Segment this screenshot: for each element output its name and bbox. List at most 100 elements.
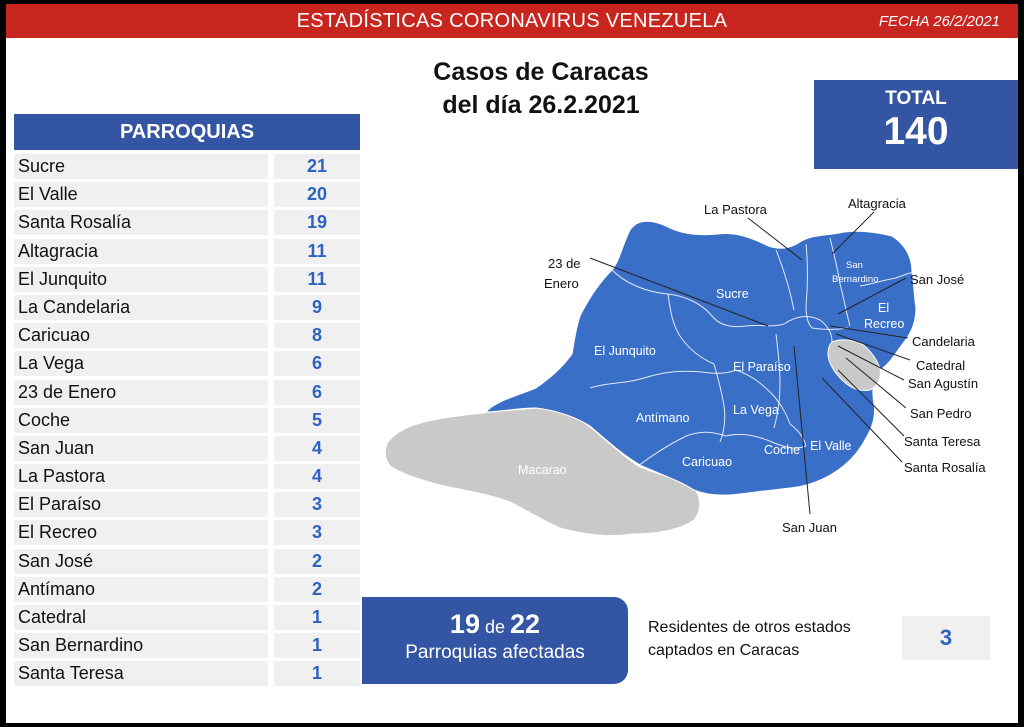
total-box: TOTAL 140 [814,80,1018,169]
parroquia-name: Santa Rosalía [14,210,268,236]
label-san-bernardino-2: Bernardino [832,274,878,285]
parroquia-cases: 4 [274,464,360,490]
label-santa-rosalia: Santa Rosalía [904,460,986,475]
parroquia-name: San José [14,548,268,574]
title-line-1: Casos de Caracas [433,58,649,86]
table-header: PARROQUIAS [14,114,360,150]
label-la-pastora: La Pastora [704,202,768,217]
table-row: El Valle 20 [14,181,360,209]
parroquia-name: Coche [14,407,268,433]
infographic-sheet: ESTADÍSTICAS CORONAVIRUS VENEZUELA FECHA… [6,4,1018,723]
label-antimano: Antímano [636,411,690,425]
residents-label-line-2: captados en Caracas [648,642,800,659]
parroquia-cases: 11 [274,238,360,264]
parroquia-cases: 8 [274,323,360,349]
caracas-map: Sucre El Junquito El Paraíso Antímano La… [384,196,986,537]
parroquia-name: San Bernardino [14,633,268,659]
residents-label: Residentes de otros estados captados en … [648,616,898,662]
table-row: El Paraíso 3 [14,491,360,519]
parroquia-cases: 6 [274,351,360,377]
label-coche: Coche [764,443,800,457]
table-row: Santa Rosalía 19 [14,209,360,237]
label-san-jose: San José [910,272,964,287]
affected-number: 19 [449,609,480,639]
table-row: El Junquito 11 [14,266,360,294]
table-row: Catedral 1 [14,604,360,632]
table-row: Sucre 21 [14,153,360,181]
title-line-2: del día 26.2.2021 [442,91,640,119]
parroquia-cases: 11 [274,266,360,292]
affected-label: Parroquias afectadas [405,642,585,663]
parroquia-name: La Vega [14,351,268,377]
label-san-juan: San Juan [782,520,837,535]
total-value: 140 [883,110,949,153]
parroquia-cases: 21 [274,154,360,179]
label-san-pedro: San Pedro [910,406,971,421]
parroquia-cases: 20 [274,182,360,208]
parroquia-name: 23 de Enero [14,379,268,405]
parroquias-table: Sucre 21 El Valle 20 Santa Rosalía 19 Altagrac… [14,153,360,689]
label-el-recreo-1: El [878,301,889,315]
parroquia-cases: 9 [274,294,360,320]
label-altagracia: Altagracia [848,196,907,211]
affected-parishes-box: 19 de 22 Parroquias afectadas [362,597,628,684]
label-macarao: Macarao [518,463,567,477]
header-date: FECHA 26/2/2021 [878,13,1000,30]
parroquia-name: Santa Teresa [14,661,268,687]
parroquia-name: La Candelaria [14,294,268,320]
parroquia-cases: 3 [274,492,360,518]
header-bar: ESTADÍSTICAS CORONAVIRUS VENEZUELA FECHA… [6,4,1018,38]
page-title: Casos de Caracas del día 26.2.2021 [376,56,706,122]
residents-value: 3 [902,616,990,660]
parroquia-cases: 1 [274,605,360,630]
label-el-junquito: El Junquito [594,344,656,358]
parroquia-cases: 1 [274,633,360,659]
parroquia-name: Sucre [14,154,268,179]
header-title: ESTADÍSTICAS CORONAVIRUS VENEZUELA [296,10,728,32]
label-23-de-enero-1: 23 de [548,256,581,271]
label-la-vega: La Vega [733,403,779,417]
table-header-label: PARROQUIAS [119,121,255,143]
table-row: 23 de Enero 6 [14,379,360,407]
table-row: Antímano 2 [14,576,360,604]
label-el-paraiso: El Paraíso [733,360,791,374]
parroquia-cases: 5 [274,407,360,433]
parroquia-cases: 1 [274,661,360,687]
table-row: San Bernardino 1 [14,632,360,660]
label-san-agustin: San Agustín [908,376,978,391]
parroquia-cases: 2 [274,548,360,574]
label-santa-teresa: Santa Teresa [904,434,981,449]
parroquia-cases: 4 [274,435,360,461]
region-affected-parishes [484,220,917,496]
parroquia-name: Caricuao [14,323,268,349]
parroquia-name: San Juan [14,435,268,461]
label-sucre: Sucre [716,287,749,301]
label-candelaria: Candelaria [912,334,976,349]
table-row: Caricuao 8 [14,322,360,350]
parroquia-name: El Junquito [14,266,268,292]
label-caricuao: Caricuao [682,455,732,469]
parroquia-name: El Paraíso [14,492,268,518]
affected-total: 22 [510,609,541,639]
residents-label-line-1: Residentes de otros estados [648,619,851,636]
total-label: TOTAL [885,88,947,109]
table-row: El Recreo 3 [14,519,360,547]
table-row: San José 2 [14,548,360,576]
parroquia-cases: 3 [274,520,360,546]
label-el-valle: El Valle [810,439,852,453]
label-el-recreo-2: Recreo [864,317,904,331]
parroquia-cases: 19 [274,210,360,236]
table-row: Santa Teresa 1 [14,660,360,688]
table-row: La Pastora 4 [14,463,360,491]
table-row: La Candelaria 9 [14,294,360,322]
parroquia-name: Antímano [14,576,268,602]
parroquia-name: El Recreo [14,520,268,546]
parroquia-name: Catedral [14,605,268,630]
parroquia-cases: 2 [274,576,360,602]
border-lines [611,269,785,328]
table-row: San Juan 4 [14,435,360,463]
parroquia-name: Altagracia [14,238,268,264]
parroquia-name: El Valle [14,182,268,208]
label-catedral: Catedral [916,358,965,373]
label-san-bernardino-1: San [846,260,863,271]
